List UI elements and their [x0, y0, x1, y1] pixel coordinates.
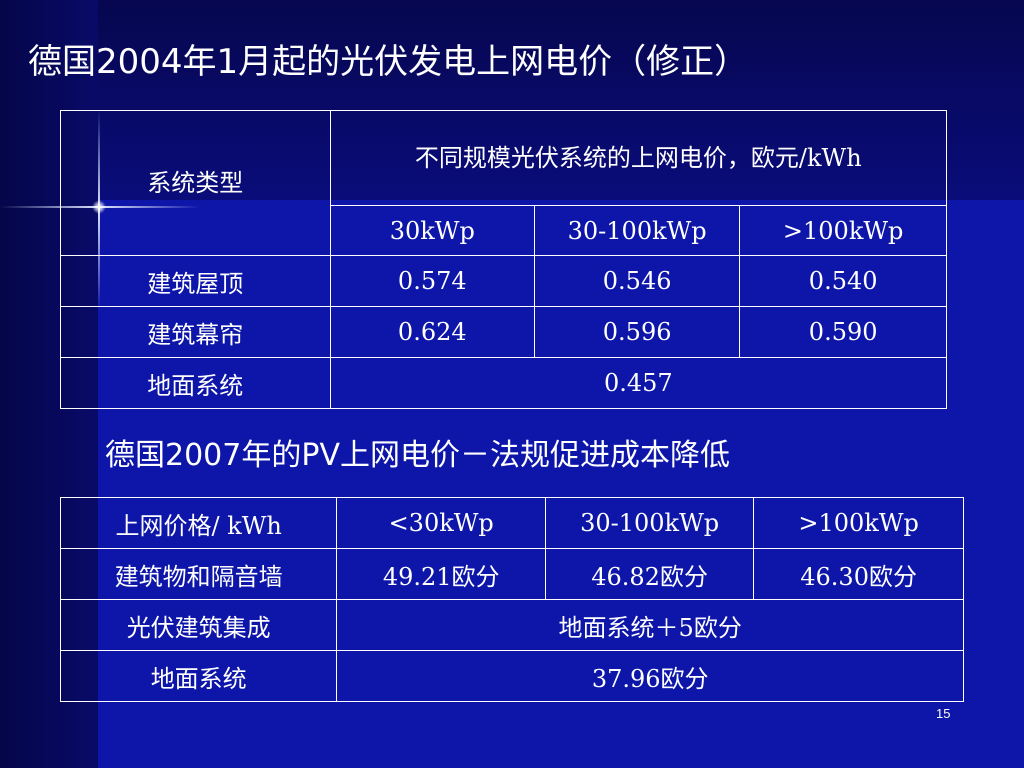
row-label: 建筑幕帘: [60, 306, 331, 358]
price-cell-merged: 0.457: [329, 357, 948, 409]
table-row: 地面系统 0.457: [60, 357, 948, 409]
row-label: 地面系统: [59, 650, 338, 702]
header-system-type: 系统类型: [60, 110, 331, 256]
size-header-cell: <30kWp: [336, 497, 546, 549]
feed-in-tariff-2007-table: 上网价格/ kWh <30kWp 30-100kWp >100kWp 建筑物和隔…: [59, 497, 964, 702]
header-price-label: 上网价格/ kWh: [59, 497, 338, 549]
table-size-row: 30kWp 30-100kWp >100kWp: [61, 205, 947, 256]
table-row: 建筑幕帘 0.624 0.596 0.590: [60, 306, 947, 358]
price-cell: 0.624: [329, 306, 535, 358]
price-cell: 46.82欧分: [544, 548, 755, 600]
row-label: 地面系统: [60, 357, 331, 409]
row-label: 建筑屋顶: [60, 255, 331, 307]
slide-title: 德国2004年1月起的光伏发电上网电价（修正）: [28, 42, 749, 82]
size-header-cell: 30-100kWp: [533, 205, 741, 256]
table-row: 地面系统 37.96欧分: [59, 650, 964, 702]
price-cell-merged: 地面系统＋5欧分: [336, 599, 964, 651]
price-cell: 49.21欧分: [336, 548, 546, 600]
size-header-cell: 30kWp: [329, 205, 535, 256]
section-subtitle: 德国2007年的PV上网电价－法规促进成本降低: [105, 438, 730, 473]
price-cell: 46.30欧分: [753, 548, 964, 600]
table-row: 建筑屋顶 0.574 0.546 0.540: [60, 255, 947, 307]
price-cell-merged: 37.96欧分: [336, 650, 964, 702]
price-cell: 0.546: [533, 255, 741, 307]
row-label: 建筑物和隔音墙: [59, 548, 338, 600]
price-cell: 0.574: [329, 255, 535, 307]
page-number: 15: [936, 706, 951, 721]
size-header-cell: 30-100kWp: [544, 497, 755, 549]
price-cell: 0.590: [739, 306, 947, 358]
price-cell: 0.596: [533, 306, 741, 358]
header-price-group: 不同规模光伏系统的上网电价，欧元/kWh: [329, 110, 948, 206]
row-label: 光伏建筑集成: [59, 599, 338, 651]
price-cell: 0.540: [739, 255, 947, 307]
table-header-row: 系统类型 不同规模光伏系统的上网电价，欧元/kWh: [60, 110, 948, 256]
feed-in-tariff-2004-table: 系统类型 不同规模光伏系统的上网电价，欧元/kWh 30kWp 30-100kW…: [60, 110, 948, 409]
size-header-cell: >100kWp: [753, 497, 964, 549]
size-header-cell: >100kWp: [739, 205, 947, 256]
table-row: 光伏建筑集成 地面系统＋5欧分: [59, 599, 964, 651]
table-header-row: 上网价格/ kWh <30kWp 30-100kWp >100kWp: [59, 497, 964, 549]
table-row: 建筑物和隔音墙 49.21欧分 46.82欧分 46.30欧分: [59, 548, 964, 600]
